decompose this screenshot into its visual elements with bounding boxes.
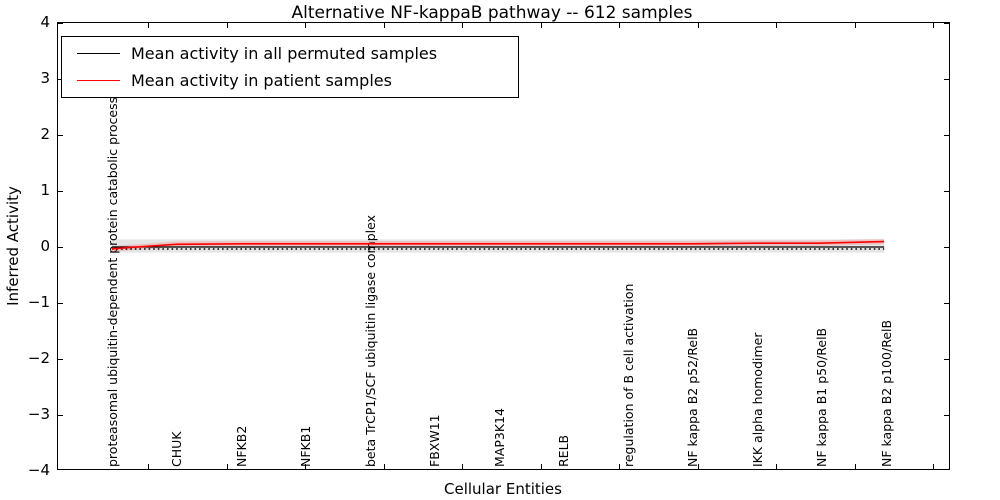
tick-mark bbox=[619, 23, 620, 28]
tick-mark bbox=[305, 23, 306, 28]
tick-mark bbox=[944, 414, 949, 416]
tick-mark bbox=[462, 23, 463, 28]
data-series-canvas bbox=[111, 238, 885, 253]
tick-mark bbox=[697, 464, 699, 469]
tick-mark bbox=[944, 23, 949, 24]
tick-mark bbox=[58, 414, 63, 416]
axis-ticks bbox=[58, 23, 949, 469]
legend-line-black-icon bbox=[77, 53, 120, 55]
confidence-band bbox=[111, 238, 885, 252]
legend-item-patient: Mean activity in patient samples bbox=[62, 71, 518, 90]
tick-mark bbox=[944, 302, 949, 304]
tick-mark bbox=[462, 464, 463, 469]
legend-label-permuted: Mean activity in all permuted samples bbox=[131, 44, 438, 64]
tick-mark bbox=[226, 464, 228, 469]
tick-mark bbox=[148, 464, 149, 469]
tick-mark bbox=[944, 358, 949, 360]
tick-mark bbox=[776, 464, 777, 469]
y-tick-label: 2 bbox=[40, 125, 50, 143]
y-tick-label: 0 bbox=[40, 237, 50, 255]
legend-line-red-icon bbox=[77, 79, 120, 81]
y-tick-label: −2 bbox=[27, 349, 50, 367]
tick-mark bbox=[58, 246, 63, 248]
tick-mark bbox=[58, 358, 63, 360]
tick-mark bbox=[854, 464, 856, 469]
tick-mark bbox=[58, 469, 63, 470]
tick-mark bbox=[383, 464, 385, 469]
y-tick-label: −1 bbox=[27, 293, 50, 311]
y-tick-label: 4 bbox=[40, 13, 50, 31]
legend-item-permuted: Mean activity in all permuted samples bbox=[62, 44, 518, 63]
plot-area: proteasomal ubiquitin-dependent protein … bbox=[57, 22, 950, 470]
tick-mark bbox=[58, 302, 63, 304]
line-patient-mean bbox=[111, 240, 885, 250]
tick-mark bbox=[944, 469, 949, 470]
tick-mark bbox=[540, 23, 542, 28]
tick-mark bbox=[58, 134, 63, 136]
legend: Mean activity in all permuted samples Me… bbox=[61, 36, 519, 98]
y-tick-label: −4 bbox=[27, 461, 50, 479]
tick-mark bbox=[944, 134, 949, 136]
tick-mark bbox=[58, 190, 63, 192]
tick-mark bbox=[226, 23, 228, 28]
tick-mark bbox=[58, 23, 63, 24]
x-axis-label: Cellular Entities bbox=[444, 480, 562, 498]
tick-mark bbox=[383, 23, 385, 28]
tick-mark bbox=[944, 78, 949, 80]
tick-mark bbox=[148, 23, 149, 28]
tick-mark bbox=[619, 464, 620, 469]
y-tick-label: 1 bbox=[40, 181, 50, 199]
tick-mark bbox=[58, 78, 63, 80]
tick-mark bbox=[944, 190, 949, 192]
tick-mark bbox=[305, 464, 306, 469]
tick-mark bbox=[697, 23, 699, 28]
tick-mark bbox=[540, 464, 542, 469]
tick-mark bbox=[933, 23, 934, 28]
tick-mark bbox=[933, 464, 934, 469]
tick-mark bbox=[854, 23, 856, 28]
chart-title: Alternative NF-kappaB pathway -- 612 sam… bbox=[291, 3, 693, 23]
y-tick-label: 3 bbox=[40, 69, 50, 87]
y-tick-label: −3 bbox=[27, 405, 50, 423]
tick-mark bbox=[944, 246, 949, 248]
tick-mark bbox=[776, 23, 777, 28]
legend-label-patient: Mean activity in patient samples bbox=[131, 70, 392, 90]
